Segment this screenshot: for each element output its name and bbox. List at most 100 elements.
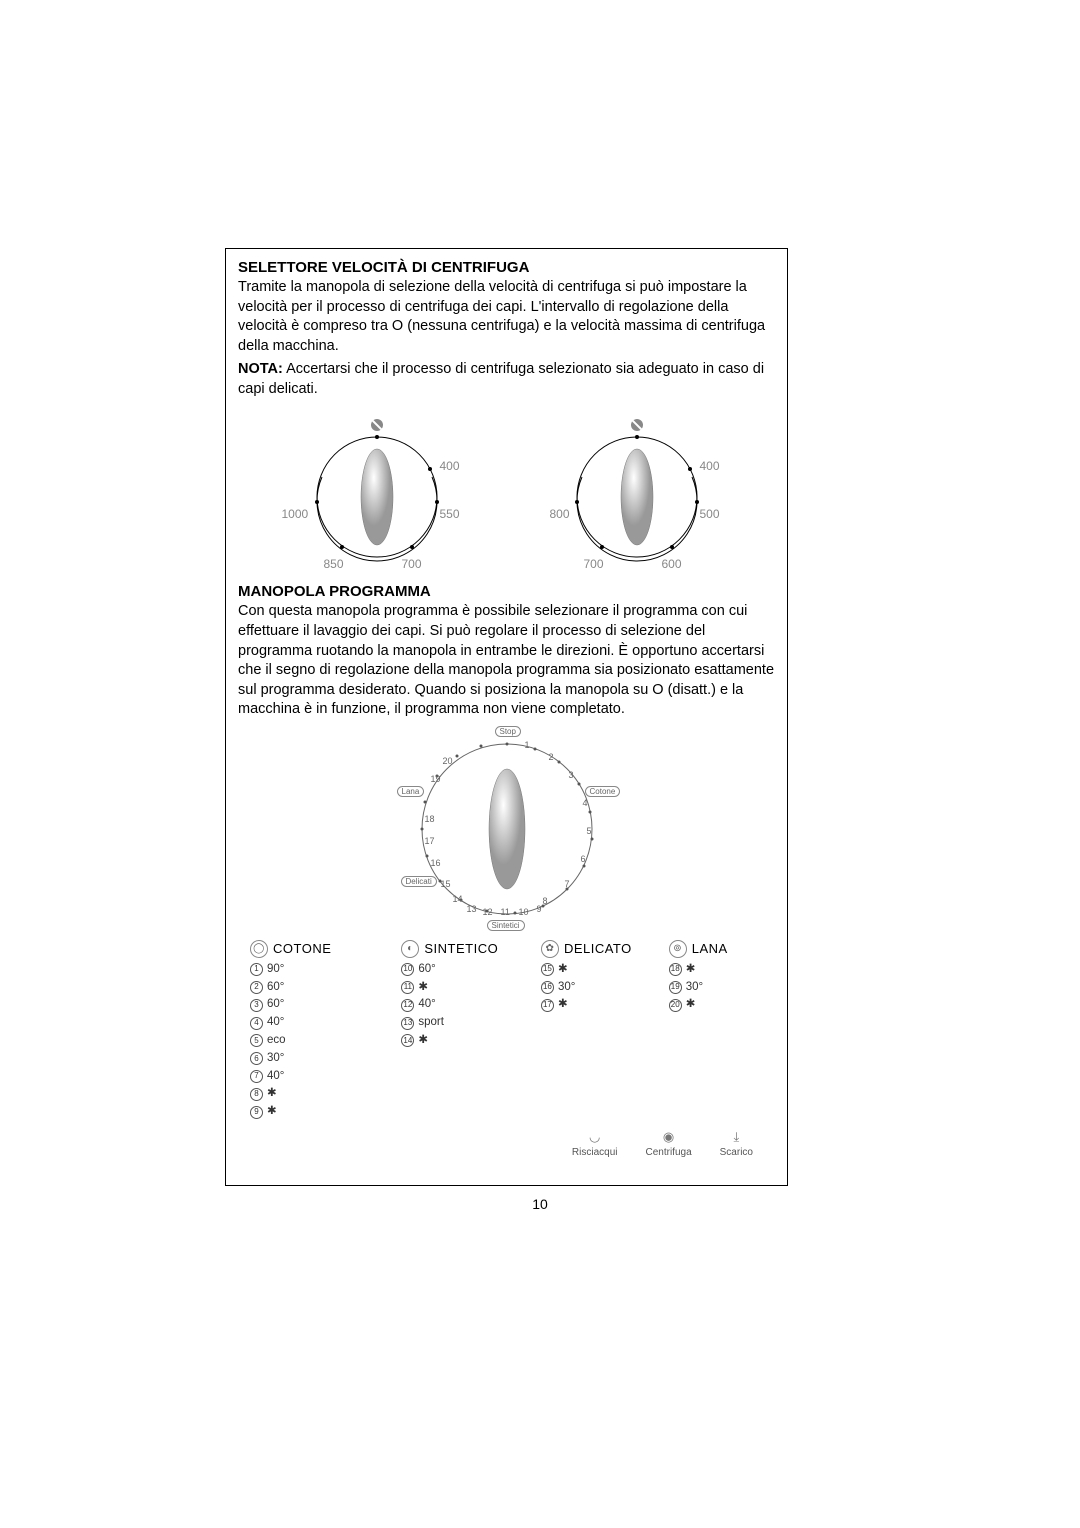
prog-cat-delicati: Delicati — [401, 876, 437, 887]
aux-lbl-0: Risciacqui — [572, 1147, 618, 1158]
prog-cat-sintetici: Sintetici — [487, 920, 525, 931]
dial-r-lbl-0: 400 — [700, 459, 720, 473]
lc1t3: sport — [418, 1014, 444, 1032]
legend-title-2: DELICATO — [564, 941, 632, 956]
pn15: 15 — [441, 879, 451, 889]
lc2n0: 15 — [541, 963, 554, 976]
lc1n0: 10 — [401, 963, 414, 976]
lc0t0: 90° — [267, 961, 284, 979]
lc3n1: 19 — [669, 981, 682, 994]
spin-dial-left: 400 550 700 850 1000 — [292, 407, 462, 577]
pn1: 1 — [525, 740, 530, 750]
drain-icon: ⤓ — [733, 1129, 739, 1145]
lc2t1: 30° — [558, 979, 575, 997]
pn10: 10 — [519, 907, 529, 917]
pn2: 2 — [549, 752, 554, 762]
aux-drain: ⤓ Scarico — [720, 1129, 753, 1158]
lc3t1: 30° — [686, 979, 703, 997]
lc0t6: 40° — [267, 1068, 284, 1086]
note-label: NOTA: — [238, 361, 283, 377]
dial-r-lbl-2: 600 — [662, 557, 682, 571]
lc0n6: 7 — [250, 1070, 263, 1083]
legend-col-lana: ⊚LANA 18✱ 1930° 20✱ — [669, 940, 763, 1121]
lc0t7: ✱ — [267, 1085, 277, 1103]
lc1t4: ✱ — [418, 1032, 428, 1050]
lc2t0: ✱ — [558, 961, 568, 979]
spin-icon: ◉ — [663, 1129, 674, 1145]
pn19: 19 — [431, 774, 441, 784]
lc0t3: 40° — [267, 1014, 284, 1032]
dial-l-lbl-4: 1000 — [282, 507, 309, 521]
section1-title: SELETTORE VELOCITÀ DI CENTRIFUGA — [238, 259, 775, 276]
lc0t1: 60° — [267, 979, 284, 997]
wool-icon: ⊚ — [669, 940, 687, 958]
lc2n2: 17 — [541, 999, 554, 1012]
prog-cat-cotone: Cotone — [585, 786, 621, 797]
lc0n4: 5 — [250, 1034, 263, 1047]
lc0n5: 6 — [250, 1052, 263, 1065]
program-dial: Stop Lana Cotone Delicati Sintetici 1 2 … — [387, 724, 627, 934]
program-legend: ◯COTONE 190° 260° 360° 440° 5eco 630° 74… — [238, 940, 775, 1121]
section1-note: NOTA: Accertarsi che il processo di cent… — [238, 360, 775, 399]
lc3n2: 20 — [669, 999, 682, 1012]
dial-l-lbl-3: 850 — [324, 557, 344, 571]
aux-row: ◡Risciacqui ◉Centrifuga ⤓ Scarico — [238, 1129, 775, 1158]
dial-l-lbl-2: 700 — [402, 557, 422, 571]
aux-spin: ◉Centrifuga — [646, 1129, 692, 1158]
prog-top-label: Stop — [495, 726, 521, 737]
spin-dial-right: 400 500 600 700 800 — [552, 407, 722, 577]
pn11: 11 — [501, 907, 510, 917]
lc0n2: 3 — [250, 999, 263, 1012]
lc2n1: 16 — [541, 981, 554, 994]
lc1t2: 40° — [418, 996, 435, 1014]
legend-title-3: LANA — [692, 941, 728, 956]
pn12: 12 — [483, 907, 493, 917]
pn20: 20 — [443, 756, 453, 766]
spin-dial-row: 400 550 700 850 1000 — [238, 407, 775, 577]
lc0t8: ✱ — [267, 1103, 277, 1121]
pn18: 18 — [425, 814, 435, 824]
page-number: 10 — [0, 1196, 1080, 1212]
legend-title-1: SINTETICO — [424, 941, 498, 956]
lc3t2: ✱ — [686, 996, 696, 1014]
prog-cat-lana: Lana — [397, 786, 425, 797]
dial-l-lbl-1: 550 — [440, 507, 460, 521]
pn7: 7 — [565, 879, 570, 889]
section2-body: Con questa manopola programma è possibil… — [238, 602, 775, 719]
lc3n0: 18 — [669, 963, 682, 976]
section1-body: Tramite la manopola di selezione della v… — [238, 278, 775, 356]
lc0n3: 4 — [250, 1017, 263, 1030]
pn9: 9 — [537, 904, 542, 914]
lc0t2: 60° — [267, 996, 284, 1014]
delicate-icon: ✿ — [541, 940, 559, 958]
lc1t1: ✱ — [418, 979, 428, 997]
cotton-icon: ◯ — [250, 940, 268, 958]
note-text: Accertarsi che il processo di centrifuga… — [238, 361, 764, 397]
pn13: 13 — [467, 904, 477, 914]
section2-title: MANOPOLA PROGRAMMA — [238, 583, 775, 600]
dial-l-lbl-0: 400 — [440, 459, 460, 473]
lc1t0: 60° — [418, 961, 435, 979]
synthetic-icon: ◐ — [401, 940, 419, 958]
legend-title-0: COTONE — [273, 941, 331, 956]
page-frame: SELETTORE VELOCITÀ DI CENTRIFUGA Tramite… — [225, 248, 788, 1186]
pn16: 16 — [431, 858, 441, 868]
pn4: 4 — [583, 798, 588, 808]
lc1n3: 13 — [401, 1017, 414, 1030]
dial-r-lbl-1: 500 — [700, 507, 720, 521]
pn8: 8 — [543, 896, 548, 906]
aux-lbl-2: Scarico — [720, 1147, 753, 1158]
legend-col-cotone: ◯COTONE 190° 260° 360° 440° 5eco 630° 74… — [250, 940, 391, 1121]
pn6: 6 — [581, 854, 586, 864]
lc0n7: 8 — [250, 1088, 263, 1101]
lc1n1: 11 — [401, 981, 414, 994]
program-dial-wrap: Stop Lana Cotone Delicati Sintetici 1 2 … — [238, 724, 775, 934]
aux-rinse: ◡Risciacqui — [572, 1129, 618, 1158]
pn3: 3 — [569, 770, 574, 780]
lc1n4: 14 — [401, 1034, 414, 1047]
legend-col-sintetico: ◐SINTETICO 1060° 11✱ 1240° 13sport 14✱ — [401, 940, 531, 1121]
pn14: 14 — [453, 894, 463, 904]
legend-col-delicato: ✿DELICATO 15✱ 1630° 17✱ — [541, 940, 659, 1121]
lc0n8: 9 — [250, 1106, 263, 1119]
pn17: 17 — [425, 836, 435, 846]
